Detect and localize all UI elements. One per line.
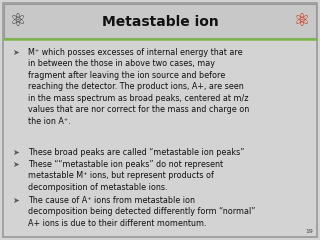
Text: Metastable ion: Metastable ion (102, 15, 218, 29)
Text: ➤: ➤ (12, 160, 19, 169)
Text: 19: 19 (305, 229, 313, 234)
Text: ➤: ➤ (12, 48, 19, 57)
Text: These broad peaks are called “metastable ion peaks”: These broad peaks are called “metastable… (28, 148, 244, 157)
Text: ➤: ➤ (12, 196, 19, 205)
Text: ⚛: ⚛ (294, 12, 310, 30)
Text: These ““metastable ion peaks” do not represent
metastable M⁺ ions, but represent: These ““metastable ion peaks” do not rep… (28, 160, 223, 192)
Text: M⁺ which posses excesses of internal energy that are
in between the those in abo: M⁺ which posses excesses of internal ene… (28, 48, 249, 126)
Bar (4, 4, 316, 38)
Text: The cause of A⁺ ions from metastable ion
decomposition being detected differentl: The cause of A⁺ ions from metastable ion… (28, 196, 255, 228)
Text: ➤: ➤ (12, 148, 19, 157)
Text: ⚛: ⚛ (10, 12, 26, 30)
